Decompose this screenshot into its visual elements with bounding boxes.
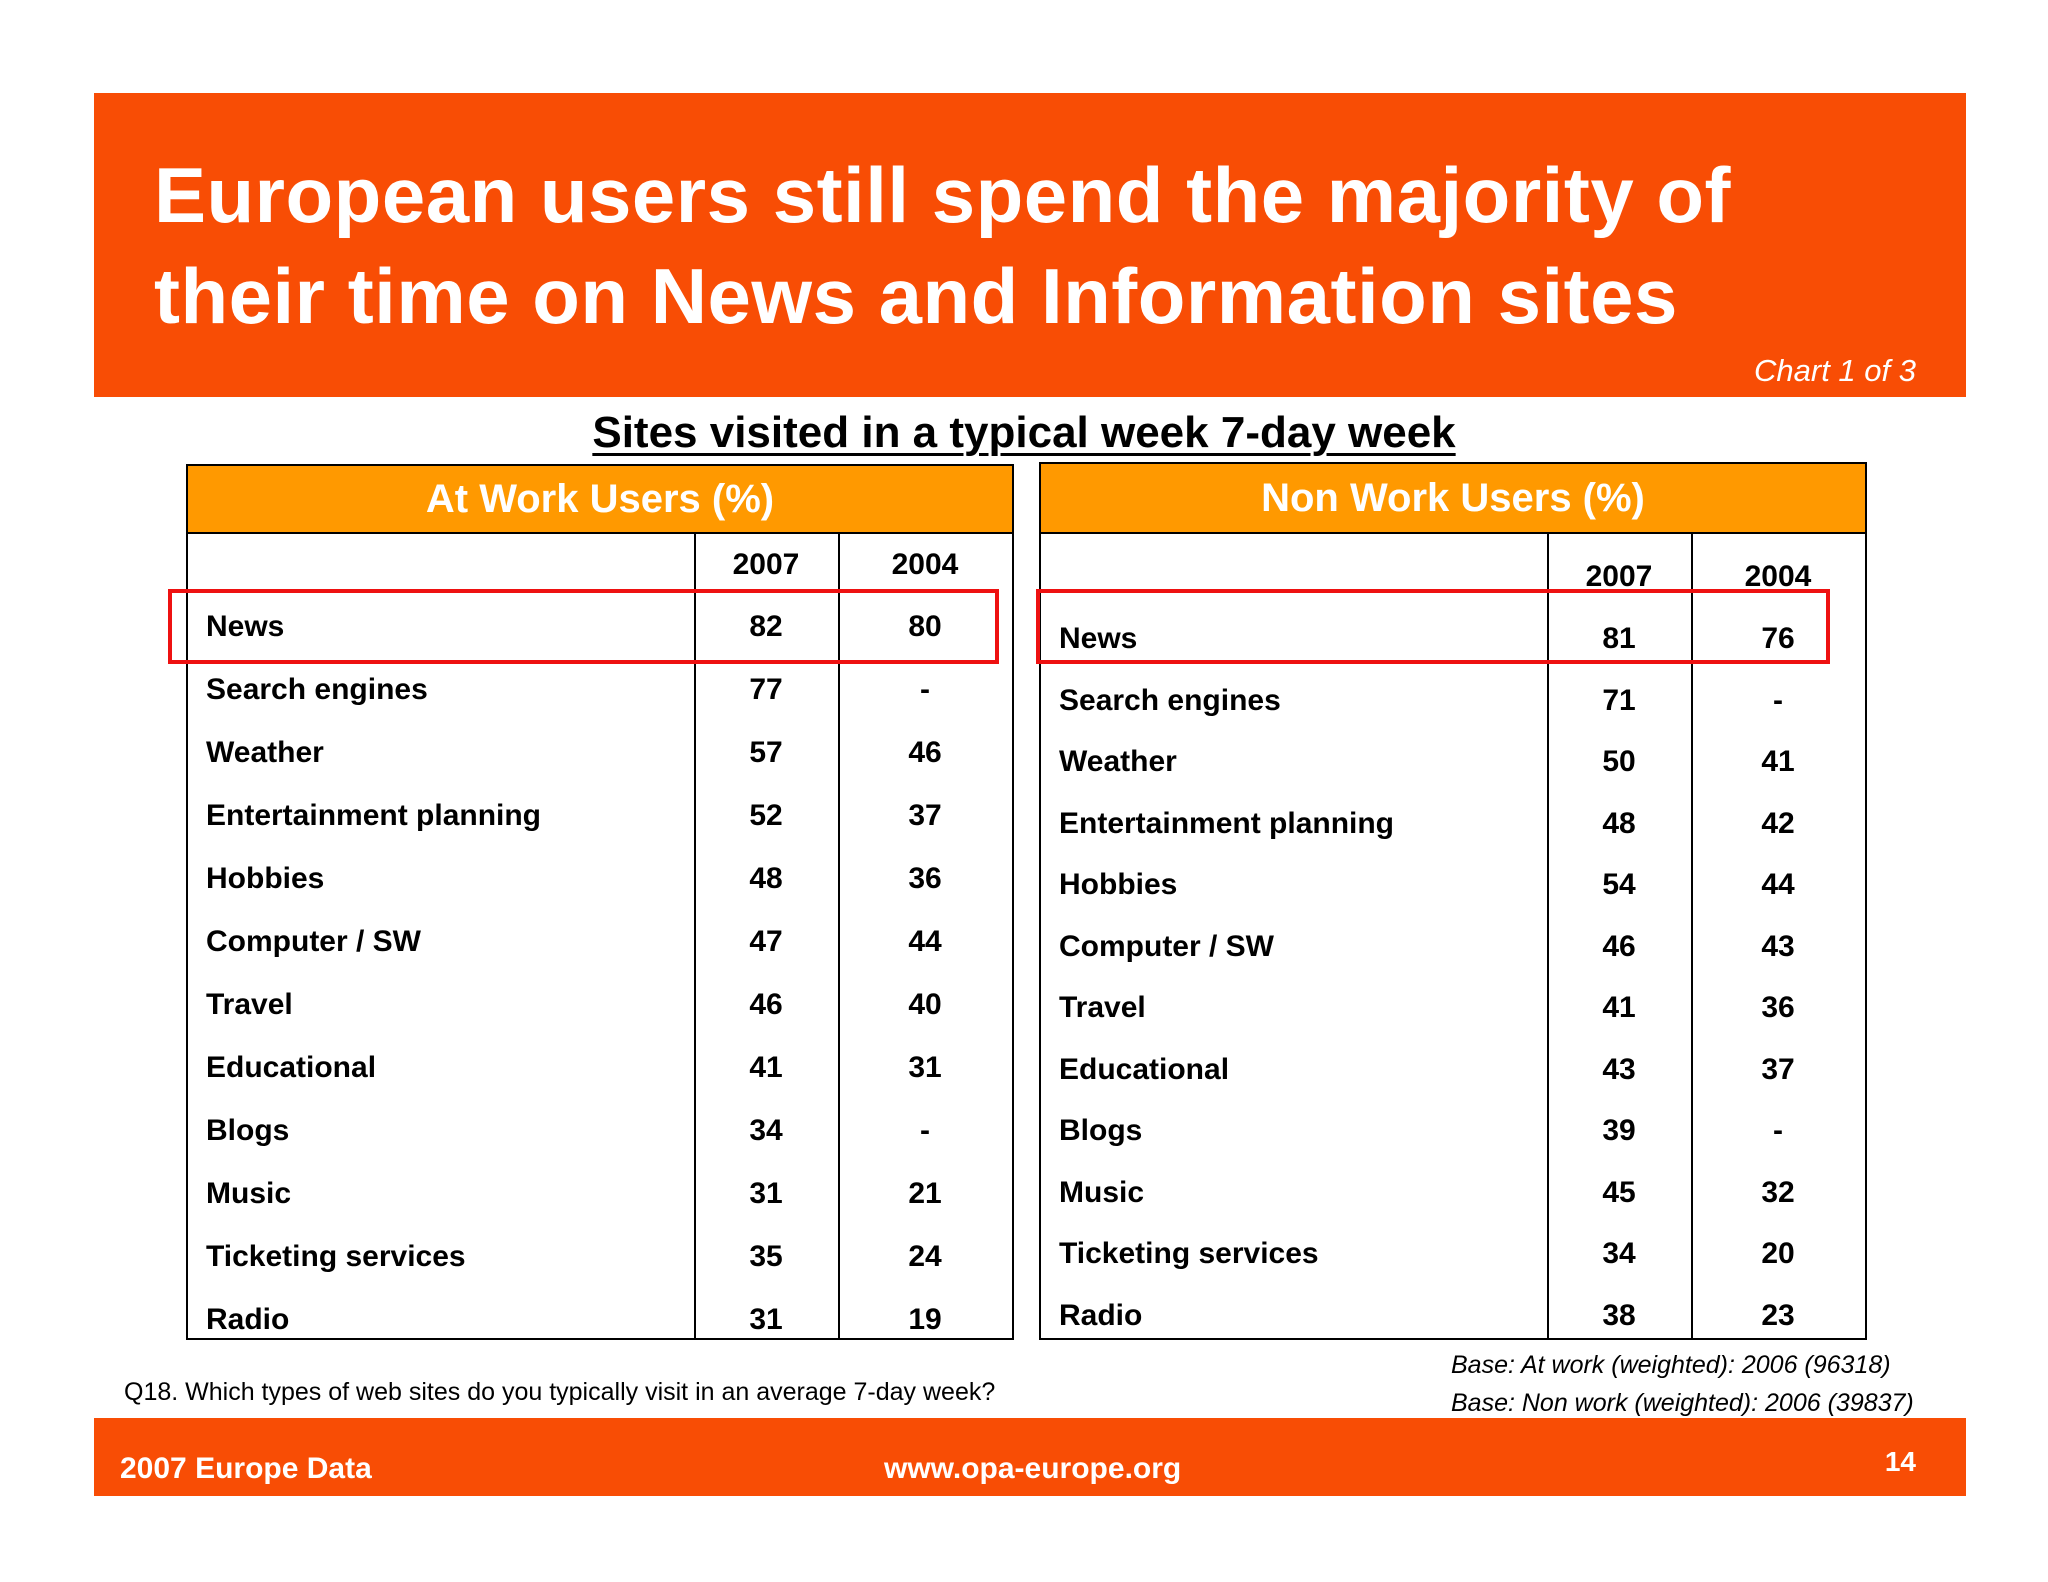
news-row-highlight — [168, 589, 999, 664]
row-value-2004: - — [920, 1114, 930, 1147]
row-value-2007: 54 — [1602, 868, 1636, 901]
survey-question: Q18. Which types of web sites do you typ… — [124, 1378, 996, 1406]
row-site-label: Entertainment planning — [1059, 807, 1395, 840]
row-value-2004: - — [1773, 684, 1783, 717]
row-site-label: Educational — [1059, 1053, 1230, 1086]
base-note-nonwork: Base: Non work (weighted): 2006 (39837) — [1451, 1389, 1914, 1417]
row-site-label: Music — [206, 1177, 292, 1210]
row-value-2007: 48 — [1602, 807, 1636, 840]
row-value-2004: 44 — [908, 925, 942, 958]
row-site-label: Search engines — [1059, 684, 1281, 717]
row-value-2007: 77 — [749, 673, 783, 706]
row-value-2007: 31 — [749, 1177, 783, 1210]
column-divider — [838, 534, 840, 1338]
row-value-2007: 41 — [1602, 991, 1636, 1024]
row-value-2007: 82 — [749, 610, 783, 643]
row-value-2007: 43 — [1602, 1053, 1636, 1086]
row-site-label: Search engines — [206, 673, 428, 706]
row-value-2007: 47 — [749, 925, 783, 958]
row-site-label: Entertainment planning — [206, 799, 542, 832]
row-site-label: Ticketing services — [1059, 1237, 1319, 1270]
row-value-2004: 46 — [908, 736, 942, 769]
row-site-label: Radio — [1059, 1299, 1143, 1332]
chart-count: Chart 1 of 3 — [1754, 353, 1916, 388]
row-value-2007: 48 — [749, 862, 783, 895]
row-value-2007: 39 — [1602, 1114, 1636, 1147]
row-value-2004: 40 — [908, 988, 942, 1021]
footer: 2007 Europe Data www.opa-europe.org 14 — [94, 1418, 1966, 1496]
row-value-2007: 50 — [1602, 745, 1636, 778]
header-band: European users still spend the majority … — [94, 93, 1966, 397]
row-site-label: Hobbies — [206, 862, 325, 895]
row-value-2004: 21 — [908, 1177, 942, 1210]
column-header-2004: 2004 — [1744, 560, 1812, 593]
subtitle: Sites visited in a typical week 7-day we… — [592, 408, 1456, 457]
row-value-2004: 36 — [1761, 991, 1795, 1024]
row-site-label: Travel — [1059, 991, 1146, 1024]
row-value-2004: 43 — [1761, 930, 1795, 963]
title-line-1: European users still spend the majority … — [154, 151, 1732, 239]
row-value-2004: 23 — [1761, 1299, 1795, 1332]
row-site-label: Ticketing services — [206, 1240, 466, 1273]
row-value-2004: 41 — [1761, 745, 1795, 778]
column-divider — [1691, 534, 1693, 1338]
row-value-2007: 46 — [1602, 930, 1636, 963]
column-header-2004: 2004 — [891, 548, 959, 581]
row-value-2007: 34 — [749, 1114, 783, 1147]
row-value-2004: 19 — [908, 1303, 942, 1336]
row-value-2007: 34 — [1602, 1237, 1636, 1270]
row-value-2004: 76 — [1761, 622, 1795, 655]
row-value-2004: 80 — [908, 610, 942, 643]
row-value-2004: 31 — [908, 1051, 942, 1084]
row-value-2007: 38 — [1602, 1299, 1636, 1332]
row-value-2007: 52 — [749, 799, 783, 832]
row-value-2004: 36 — [908, 862, 942, 895]
row-value-2004: 20 — [1761, 1237, 1795, 1270]
row-value-2007: 71 — [1602, 684, 1636, 717]
row-value-2004: 42 — [1761, 807, 1795, 840]
row-site-label: Radio — [206, 1303, 290, 1336]
row-value-2004: 24 — [908, 1240, 942, 1273]
row-site-label: Blogs — [206, 1114, 290, 1147]
row-site-label: Educational — [206, 1051, 377, 1084]
row-value-2007: 81 — [1602, 622, 1636, 655]
footer-label: 2007 Europe Data — [120, 1452, 372, 1485]
row-site-label: News — [206, 610, 285, 643]
news-row-highlight — [1036, 589, 1830, 664]
row-site-label: Computer / SW — [1059, 930, 1274, 963]
page-number: 14 — [1884, 1446, 1916, 1477]
row-value-2004: 32 — [1761, 1176, 1795, 1209]
base-note-work: Base: At work (weighted): 2006 (96318) — [1451, 1351, 1891, 1379]
row-site-label: Blogs — [1059, 1114, 1143, 1147]
row-site-label: News — [1059, 622, 1138, 655]
row-value-2004: - — [920, 673, 930, 706]
row-value-2004: - — [1773, 1114, 1783, 1147]
footer-website-link[interactable]: www.opa-europe.org — [884, 1452, 1182, 1485]
row-value-2007: 57 — [749, 736, 783, 769]
column-header-2007: 2007 — [1585, 560, 1653, 593]
row-site-label: Weather — [206, 736, 324, 769]
non-work-table-header: Non Work Users (%) — [1041, 464, 1865, 534]
title-line-2: their time on News and Information sites — [154, 252, 1678, 340]
column-divider — [1547, 534, 1549, 1338]
row-value-2007: 35 — [749, 1240, 783, 1273]
at-work-table: At Work Users (%) 2007 2004 News 82 80 Sear… — [186, 464, 1014, 1340]
row-value-2004: 37 — [1761, 1053, 1795, 1086]
row-value-2004: 37 — [908, 799, 942, 832]
row-value-2004: 44 — [1761, 868, 1795, 901]
row-site-label: Weather — [1059, 745, 1177, 778]
column-divider — [694, 534, 696, 1338]
row-value-2007: 41 — [749, 1051, 783, 1084]
row-value-2007: 46 — [749, 988, 783, 1021]
column-header-2007: 2007 — [732, 548, 800, 581]
page-title: European users still spend the majority … — [154, 145, 1731, 347]
row-value-2007: 31 — [749, 1303, 783, 1336]
row-site-label: Travel — [206, 988, 293, 1021]
row-site-label: Music — [1059, 1176, 1145, 1209]
row-site-label: Hobbies — [1059, 868, 1178, 901]
non-work-table: Non Work Users (%) 2007 2004 News 81 76 Sea… — [1039, 462, 1867, 1340]
row-value-2007: 45 — [1602, 1176, 1636, 1209]
at-work-table-header: At Work Users (%) — [188, 466, 1012, 534]
row-site-label: Computer / SW — [206, 925, 421, 958]
